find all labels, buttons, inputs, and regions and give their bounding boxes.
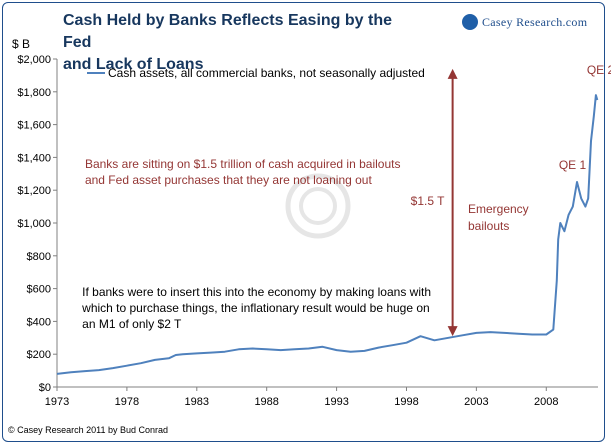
x-tick-label: 1993 [324,396,348,408]
arrow-head-top [447,68,458,79]
x-tick-label: 1983 [185,396,209,408]
annotation-text: If banks were to insert this into the ec… [82,285,431,299]
annotation-text: QE 2 [587,63,611,77]
y-tick-label: $2,000 [17,54,51,66]
annotation-text: $1.5 T [411,194,445,208]
logo-text: Casey Research.com [482,15,588,29]
copyright-footer: © Casey Research 2011 by Bud Conrad [8,425,169,435]
cash-assets-series-line [56,94,599,375]
annotation-text: QE 1 [559,158,587,172]
y-tick-label: $200 [27,349,51,361]
casey-research-logo: Casey Research.com [462,14,602,34]
chart-title: Cash Held by Banks Reflects Easing by th… [63,10,393,76]
logo-mark-icon [462,14,478,30]
watermark-inner-ring [299,187,337,225]
annotation-text: Emergency [468,202,529,216]
legend-label: Cash assets, all commercial banks, not s… [108,66,425,80]
x-tick-label: 1988 [254,396,278,408]
x-tick-label: 1978 [115,396,139,408]
x-tick-label: 2003 [464,396,488,408]
y-tick-label: $1,000 [17,218,51,230]
x-tick-label: 1998 [394,396,418,408]
arrow-head-bottom [447,326,458,337]
annotation-text: Banks are sitting on $1.5 trillion of ca… [85,157,401,171]
watermark-outer-ring [285,173,351,239]
y-tick-label: $600 [27,284,51,296]
y-tick-label: $0 [39,382,51,394]
chart-title-line-1: Cash Held by Banks Reflects Easing by th… [63,12,392,51]
chart-title-line-2: and Lack of Loans [63,56,204,73]
y-tick-label: $1,400 [17,152,51,164]
x-tick-label: 1973 [45,396,69,408]
x-tick-label: 2008 [534,396,558,408]
y-tick-label: $800 [27,251,51,263]
annotation-text: bailouts [468,219,509,233]
y-tick-label: $1,200 [17,185,51,197]
annotation-text: and Fed asset purchases that they are no… [85,173,373,187]
annotation-text: an M1 of only $2 T [82,317,182,331]
y-axis-unit-label: $ B [12,37,31,51]
annotation-text: which to purchase things, the inflationa… [81,301,430,315]
y-tick-label: $1,600 [17,120,51,132]
y-tick-label: $1,800 [17,87,51,99]
y-tick-label: $400 [27,316,51,328]
